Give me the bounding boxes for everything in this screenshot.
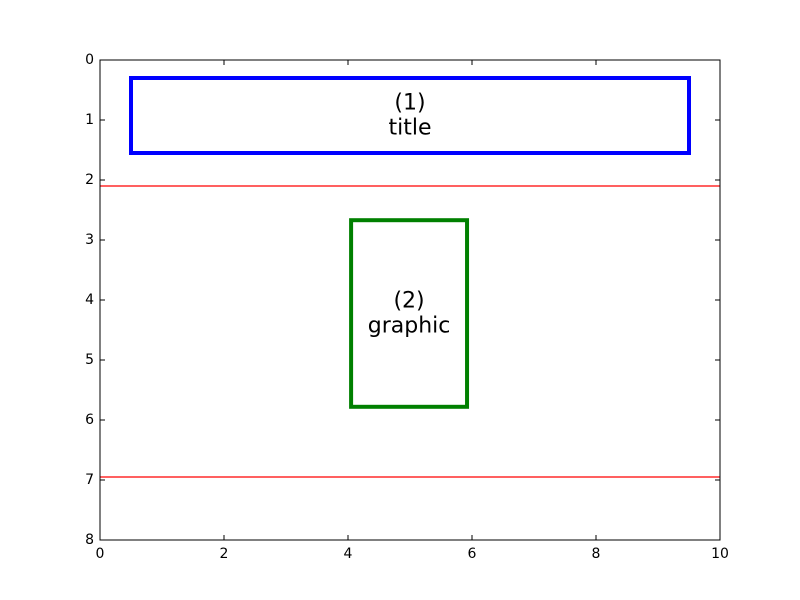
rectangle-2-label-line-1: (2) [393, 289, 424, 314]
y-tick-label: 6 [85, 412, 94, 428]
rectangle-1 [129, 76, 691, 155]
y-tick-label: 0 [85, 52, 94, 68]
y-tick-label: 2 [85, 172, 94, 188]
x-tick-label: 8 [592, 546, 601, 562]
x-tick-label: 6 [468, 546, 477, 562]
axes-frame [99, 59, 721, 541]
rectangle-1-label-line-2: title [388, 116, 431, 141]
x-tick-label: 2 [220, 546, 229, 562]
y-tick-label: 5 [85, 352, 94, 368]
rectangles: (1)title (2)graphic [129, 76, 691, 409]
y-tick-label: 1 [85, 112, 94, 128]
x-tick-label: 4 [344, 546, 353, 562]
y-tick-label: 8 [85, 532, 94, 548]
x-tick-label: 10 [711, 546, 729, 562]
rectangle-1-label-line-1: (1) [394, 91, 425, 116]
axis-ticks: 0 2 4 6 8 10 0 1 2 3 4 5 6 7 8 [85, 52, 729, 562]
rectangle-2 [349, 218, 470, 409]
y-tick-label: 4 [85, 292, 94, 308]
x-tick-label: 0 [96, 546, 105, 562]
y-tick-label: 3 [85, 232, 94, 248]
rectangle-2-label-line-2: graphic [368, 314, 451, 339]
horizontal-lines [100, 185, 720, 478]
y-tick-label: 7 [85, 472, 94, 488]
plot-background [100, 60, 720, 540]
axes-spines [99, 59, 721, 541]
